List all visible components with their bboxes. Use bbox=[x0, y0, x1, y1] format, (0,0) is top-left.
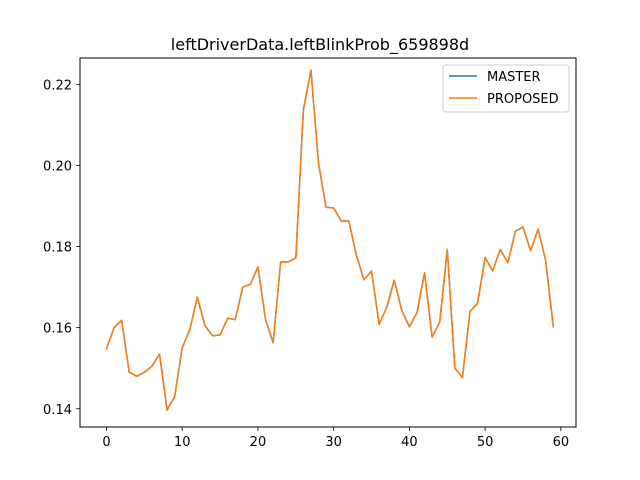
legend-label-proposed: PROPOSED bbox=[487, 92, 559, 107]
legend-label-master: MASTER bbox=[487, 70, 541, 85]
chart-title: leftDriverData.leftBlinkProb_659898d bbox=[171, 35, 469, 55]
x-tick-label: 40 bbox=[401, 435, 418, 450]
y-tick-label: 0.16 bbox=[43, 322, 72, 337]
y-tick-label: 0.22 bbox=[43, 78, 72, 93]
x-tick-label: 10 bbox=[174, 435, 191, 450]
x-tick-label: 60 bbox=[553, 435, 570, 450]
series-line-proposed bbox=[105, 69, 555, 411]
legend: MASTER PROPOSED bbox=[442, 64, 570, 113]
axes-layer bbox=[79, 57, 577, 428]
plot-area bbox=[80, 58, 576, 427]
y-tick-label: 0.20 bbox=[43, 159, 72, 174]
axes-frame bbox=[79, 57, 577, 428]
x-tick-label: 0 bbox=[102, 435, 110, 450]
y-tick-label: 0.18 bbox=[43, 241, 72, 256]
y-tick-label: 0.14 bbox=[43, 403, 72, 418]
y-axis-ticks: 0.14 0.16 0.18 0.20 0.22 bbox=[43, 78, 80, 418]
x-tick-label: 20 bbox=[250, 435, 267, 450]
x-axis-ticks: 0 10 20 30 40 50 60 bbox=[102, 427, 569, 450]
x-tick-label: 50 bbox=[477, 435, 494, 450]
series-layer bbox=[105, 69, 555, 411]
x-tick-label: 30 bbox=[325, 435, 342, 450]
